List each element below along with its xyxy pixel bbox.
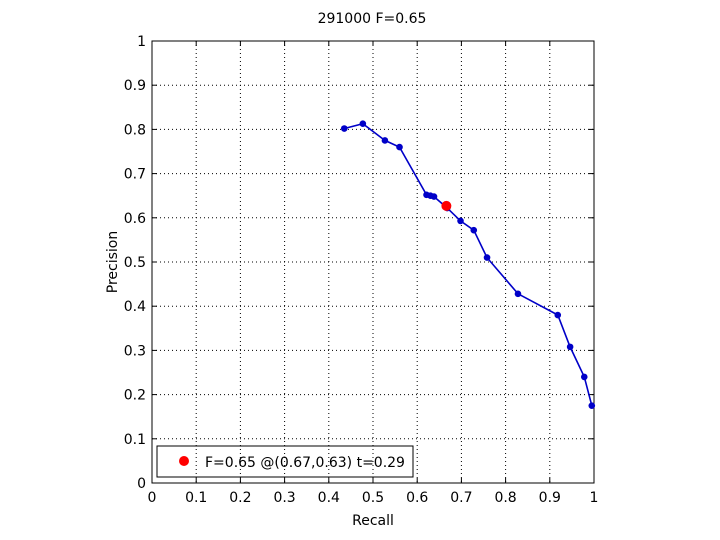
x-tick-label: 0.5 [362,490,384,506]
x-tick-label: 0.1 [185,490,207,506]
legend-box [156,445,414,478]
ticks [151,40,595,484]
pr-curve-point [430,193,438,200]
pr-curve-point [588,402,596,409]
pr-curve-point [396,143,403,151]
pr-curve-line [344,122,593,406]
y-tick-label: 0.8 [124,122,146,138]
pr-curve-point [514,290,522,298]
x-tick-label: 0.7 [450,490,472,506]
pr-curve-point [457,217,464,225]
pr-curve-point [340,125,348,132]
chart-title: 291000 F=0.65 [318,11,427,27]
pr-curve-point [470,226,478,234]
x-tick-label: 0.4 [318,490,340,506]
y-tick-label: 0.3 [124,343,146,359]
pr-curve-point [483,254,491,261]
x-tick-labels: 0 0.1 0.2 0.3 0.4 0.5 0.6 0.7 0.8 0.9 1 [148,490,599,506]
best-f-point [441,200,452,211]
y-tick-label: 0.6 [124,211,146,227]
x-tick-label: 0.6 [406,490,428,506]
y-tick-label: 0.4 [124,299,146,315]
x-tick-label: 0.3 [273,490,295,506]
series-layer [340,120,596,409]
y-tick-label: 0 [137,476,146,492]
x-tick-label: 0 [148,490,157,506]
legend: F=0.65 @(0.67,0.63) t=0.29 [156,445,414,478]
pr-curve-point [566,343,574,351]
pr-curve-point [359,120,367,127]
legend-label: F=0.65 @(0.67,0.63) t=0.29 [205,455,405,471]
y-tick-label: 0.7 [124,167,146,183]
pr-curve-point [381,137,389,144]
legend-marker [179,456,189,466]
grid [152,41,594,483]
y-tick-label: 0.1 [124,432,146,448]
y-axis-label: Precision [105,231,121,293]
y-tick-label: 0.2 [124,388,146,404]
x-tick-label: 1 [590,490,599,506]
pr-curve-point [554,311,562,319]
x-axis-label: Recall [352,513,394,529]
x-tick-label: 0.9 [539,490,561,506]
y-tick-label: 0.5 [124,255,146,271]
x-tick-label: 0.8 [494,490,516,506]
x-tick-label: 0.2 [229,490,251,506]
y-tick-labels: 0 0.1 0.2 0.3 0.4 0.5 0.6 0.7 0.8 0.9 1 [124,34,146,492]
y-tick-label: 1 [137,34,146,50]
y-tick-label: 0.9 [124,78,146,94]
pr-curve-point [580,373,588,381]
